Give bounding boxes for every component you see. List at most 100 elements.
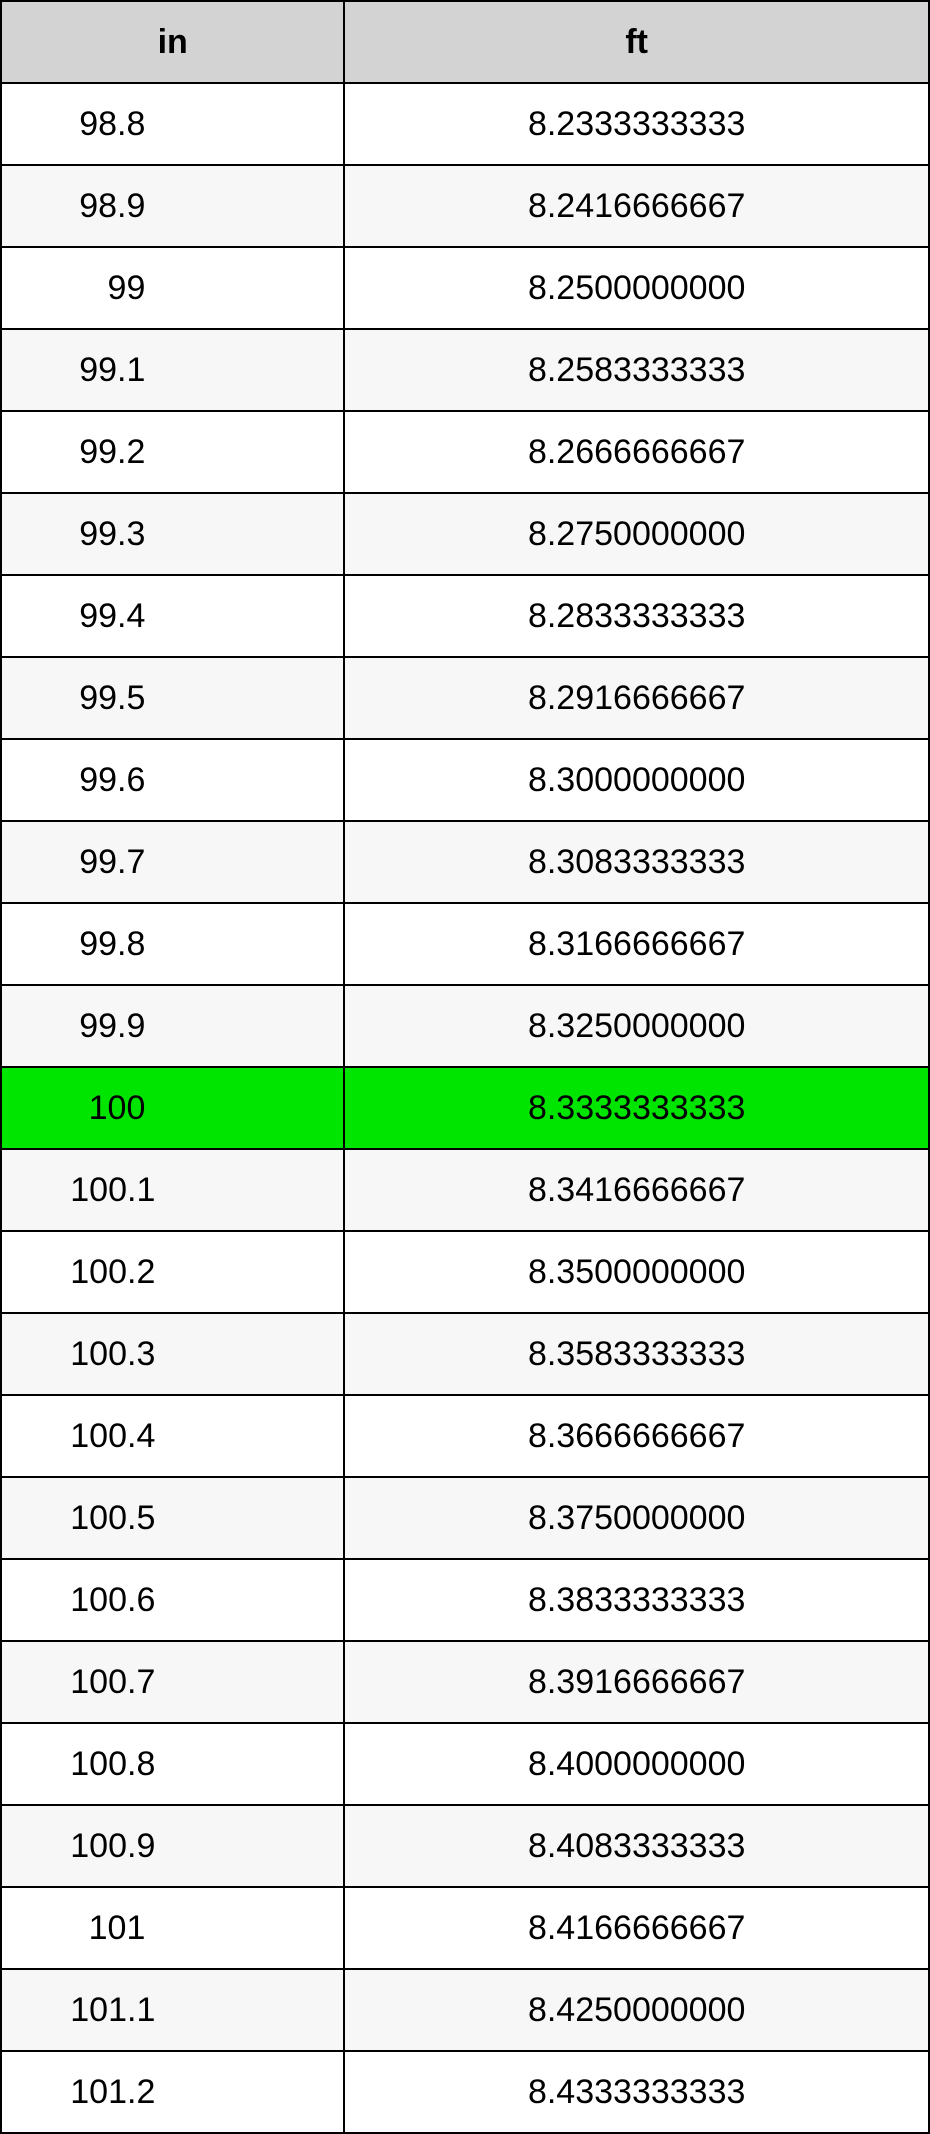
cell-in: 100.6 bbox=[1, 1559, 344, 1641]
table-row: 99.5 8.2916666667 bbox=[1, 657, 929, 739]
value-ft: 8.2750000000 bbox=[528, 515, 745, 554]
cell-in: 100.2 bbox=[1, 1231, 344, 1313]
value-in: 99.9 bbox=[70, 1007, 275, 1046]
cell-in: 99.8 bbox=[1, 903, 344, 985]
column-header-ft: ft bbox=[344, 1, 929, 83]
cell-ft: 8.3583333333 bbox=[344, 1313, 929, 1395]
cell-ft: 8.4166666667 bbox=[344, 1887, 929, 1969]
cell-ft: 8.4083333333 bbox=[344, 1805, 929, 1887]
value-in: 99.6 bbox=[70, 761, 275, 800]
table-row: 99 8.2500000000 bbox=[1, 247, 929, 329]
cell-in: 100.5 bbox=[1, 1477, 344, 1559]
cell-in: 101 bbox=[1, 1887, 344, 1969]
cell-in: 99.1 bbox=[1, 329, 344, 411]
value-in: 100.9 bbox=[70, 1827, 275, 1866]
value-ft: 8.3083333333 bbox=[528, 843, 745, 882]
value-ft: 8.2416666667 bbox=[528, 187, 745, 226]
table-row: 100 8.3333333333 bbox=[1, 1067, 929, 1149]
cell-ft: 8.3916666667 bbox=[344, 1641, 929, 1723]
cell-ft: 8.3333333333 bbox=[344, 1067, 929, 1149]
cell-in: 99.3 bbox=[1, 493, 344, 575]
value-in: 99.2 bbox=[70, 433, 275, 472]
cell-ft: 8.3833333333 bbox=[344, 1559, 929, 1641]
cell-ft: 8.3000000000 bbox=[344, 739, 929, 821]
table-row: 99.3 8.2750000000 bbox=[1, 493, 929, 575]
value-ft: 8.4000000000 bbox=[528, 1745, 745, 1784]
table-row: 100.9 8.4083333333 bbox=[1, 1805, 929, 1887]
table-row: 99.6 8.3000000000 bbox=[1, 739, 929, 821]
value-in: 100.6 bbox=[70, 1581, 275, 1620]
cell-ft: 8.3083333333 bbox=[344, 821, 929, 903]
cell-ft: 8.3500000000 bbox=[344, 1231, 929, 1313]
cell-ft: 8.2333333333 bbox=[344, 83, 929, 165]
column-header-in: in bbox=[1, 1, 344, 83]
table-row: 99.2 8.2666666667 bbox=[1, 411, 929, 493]
table-header-row: in ft bbox=[1, 1, 929, 83]
cell-ft: 8.3416666667 bbox=[344, 1149, 929, 1231]
value-ft: 8.2916666667 bbox=[528, 679, 745, 718]
table-row: 101.28.4333333333 bbox=[1, 2051, 929, 2133]
value-ft: 8.4250000000 bbox=[528, 1991, 745, 2030]
cell-ft: 8.4333333333 bbox=[344, 2051, 929, 2133]
value-ft: 8.3833333333 bbox=[528, 1581, 745, 1620]
table-row: 100.4 8.3666666667 bbox=[1, 1395, 929, 1477]
cell-in: 100 bbox=[1, 1067, 344, 1149]
value-in: 99.4 bbox=[70, 597, 275, 636]
table-row: 99.1 8.2583333333 bbox=[1, 329, 929, 411]
value-in: 101 bbox=[70, 1909, 275, 1948]
value-in: 99.1 bbox=[70, 351, 275, 390]
cell-in: 99.4 bbox=[1, 575, 344, 657]
table-row: 100.58.3750000000 bbox=[1, 1477, 929, 1559]
table-row: 98.8 8.2333333333 bbox=[1, 83, 929, 165]
value-in: 99.7 bbox=[70, 843, 275, 882]
value-in: 99 bbox=[70, 269, 275, 308]
table-row: 99.88.3166666667 bbox=[1, 903, 929, 985]
value-ft: 8.2500000000 bbox=[528, 269, 745, 308]
cell-ft: 8.2833333333 bbox=[344, 575, 929, 657]
value-in: 100 bbox=[70, 1089, 275, 1128]
value-ft: 8.3666666667 bbox=[528, 1417, 745, 1456]
value-ft: 8.2583333333 bbox=[528, 351, 745, 390]
cell-in: 100.4 bbox=[1, 1395, 344, 1477]
value-ft: 8.3500000000 bbox=[528, 1253, 745, 1292]
value-in: 99.8 bbox=[70, 925, 275, 964]
table-row: 100.6 8.3833333333 bbox=[1, 1559, 929, 1641]
value-in: 99.3 bbox=[70, 515, 275, 554]
cell-in: 99.7 bbox=[1, 821, 344, 903]
value-in: 98.8 bbox=[70, 105, 275, 144]
table-row: 99.4 8.2833333333 bbox=[1, 575, 929, 657]
value-ft: 8.2833333333 bbox=[528, 597, 745, 636]
table-row: 101 8.4166666667 bbox=[1, 1887, 929, 1969]
cell-ft: 8.3250000000 bbox=[344, 985, 929, 1067]
value-in: 99.5 bbox=[70, 679, 275, 718]
cell-in: 99 bbox=[1, 247, 344, 329]
table-row: 100.2 8.3500000000 bbox=[1, 1231, 929, 1313]
cell-ft: 8.3750000000 bbox=[344, 1477, 929, 1559]
cell-ft: 8.4250000000 bbox=[344, 1969, 929, 2051]
cell-ft: 8.3666666667 bbox=[344, 1395, 929, 1477]
table-body: 98.8 8.2333333333 98.9 8.2416666667 99 8.2500… bbox=[1, 83, 929, 2133]
cell-in: 99.9 bbox=[1, 985, 344, 1067]
value-ft: 8.3250000000 bbox=[528, 1007, 745, 1046]
table-row: 98.9 8.2416666667 bbox=[1, 165, 929, 247]
cell-ft: 8.2500000000 bbox=[344, 247, 929, 329]
cell-in: 100.3 bbox=[1, 1313, 344, 1395]
table-row: 100.3 8.3583333333 bbox=[1, 1313, 929, 1395]
cell-in: 100.7 bbox=[1, 1641, 344, 1723]
cell-ft: 8.4000000000 bbox=[344, 1723, 929, 1805]
cell-in: 101.2 bbox=[1, 2051, 344, 2133]
value-ft: 8.3583333333 bbox=[528, 1335, 745, 1374]
cell-in: 98.9 bbox=[1, 165, 344, 247]
value-ft: 8.3916666667 bbox=[528, 1663, 745, 1702]
value-ft: 8.4166666667 bbox=[528, 1909, 745, 1948]
table-row: 99.7 8.3083333333 bbox=[1, 821, 929, 903]
value-ft: 8.2333333333 bbox=[528, 105, 745, 144]
value-in: 100.2 bbox=[70, 1253, 275, 1292]
cell-in: 99.2 bbox=[1, 411, 344, 493]
value-ft: 8.4083333333 bbox=[528, 1827, 745, 1866]
value-ft: 8.2666666667 bbox=[528, 433, 745, 472]
value-ft: 8.3000000000 bbox=[528, 761, 745, 800]
value-in: 101.1 bbox=[70, 1991, 275, 2030]
cell-ft: 8.2583333333 bbox=[344, 329, 929, 411]
value-ft: 8.3416666667 bbox=[528, 1171, 745, 1210]
